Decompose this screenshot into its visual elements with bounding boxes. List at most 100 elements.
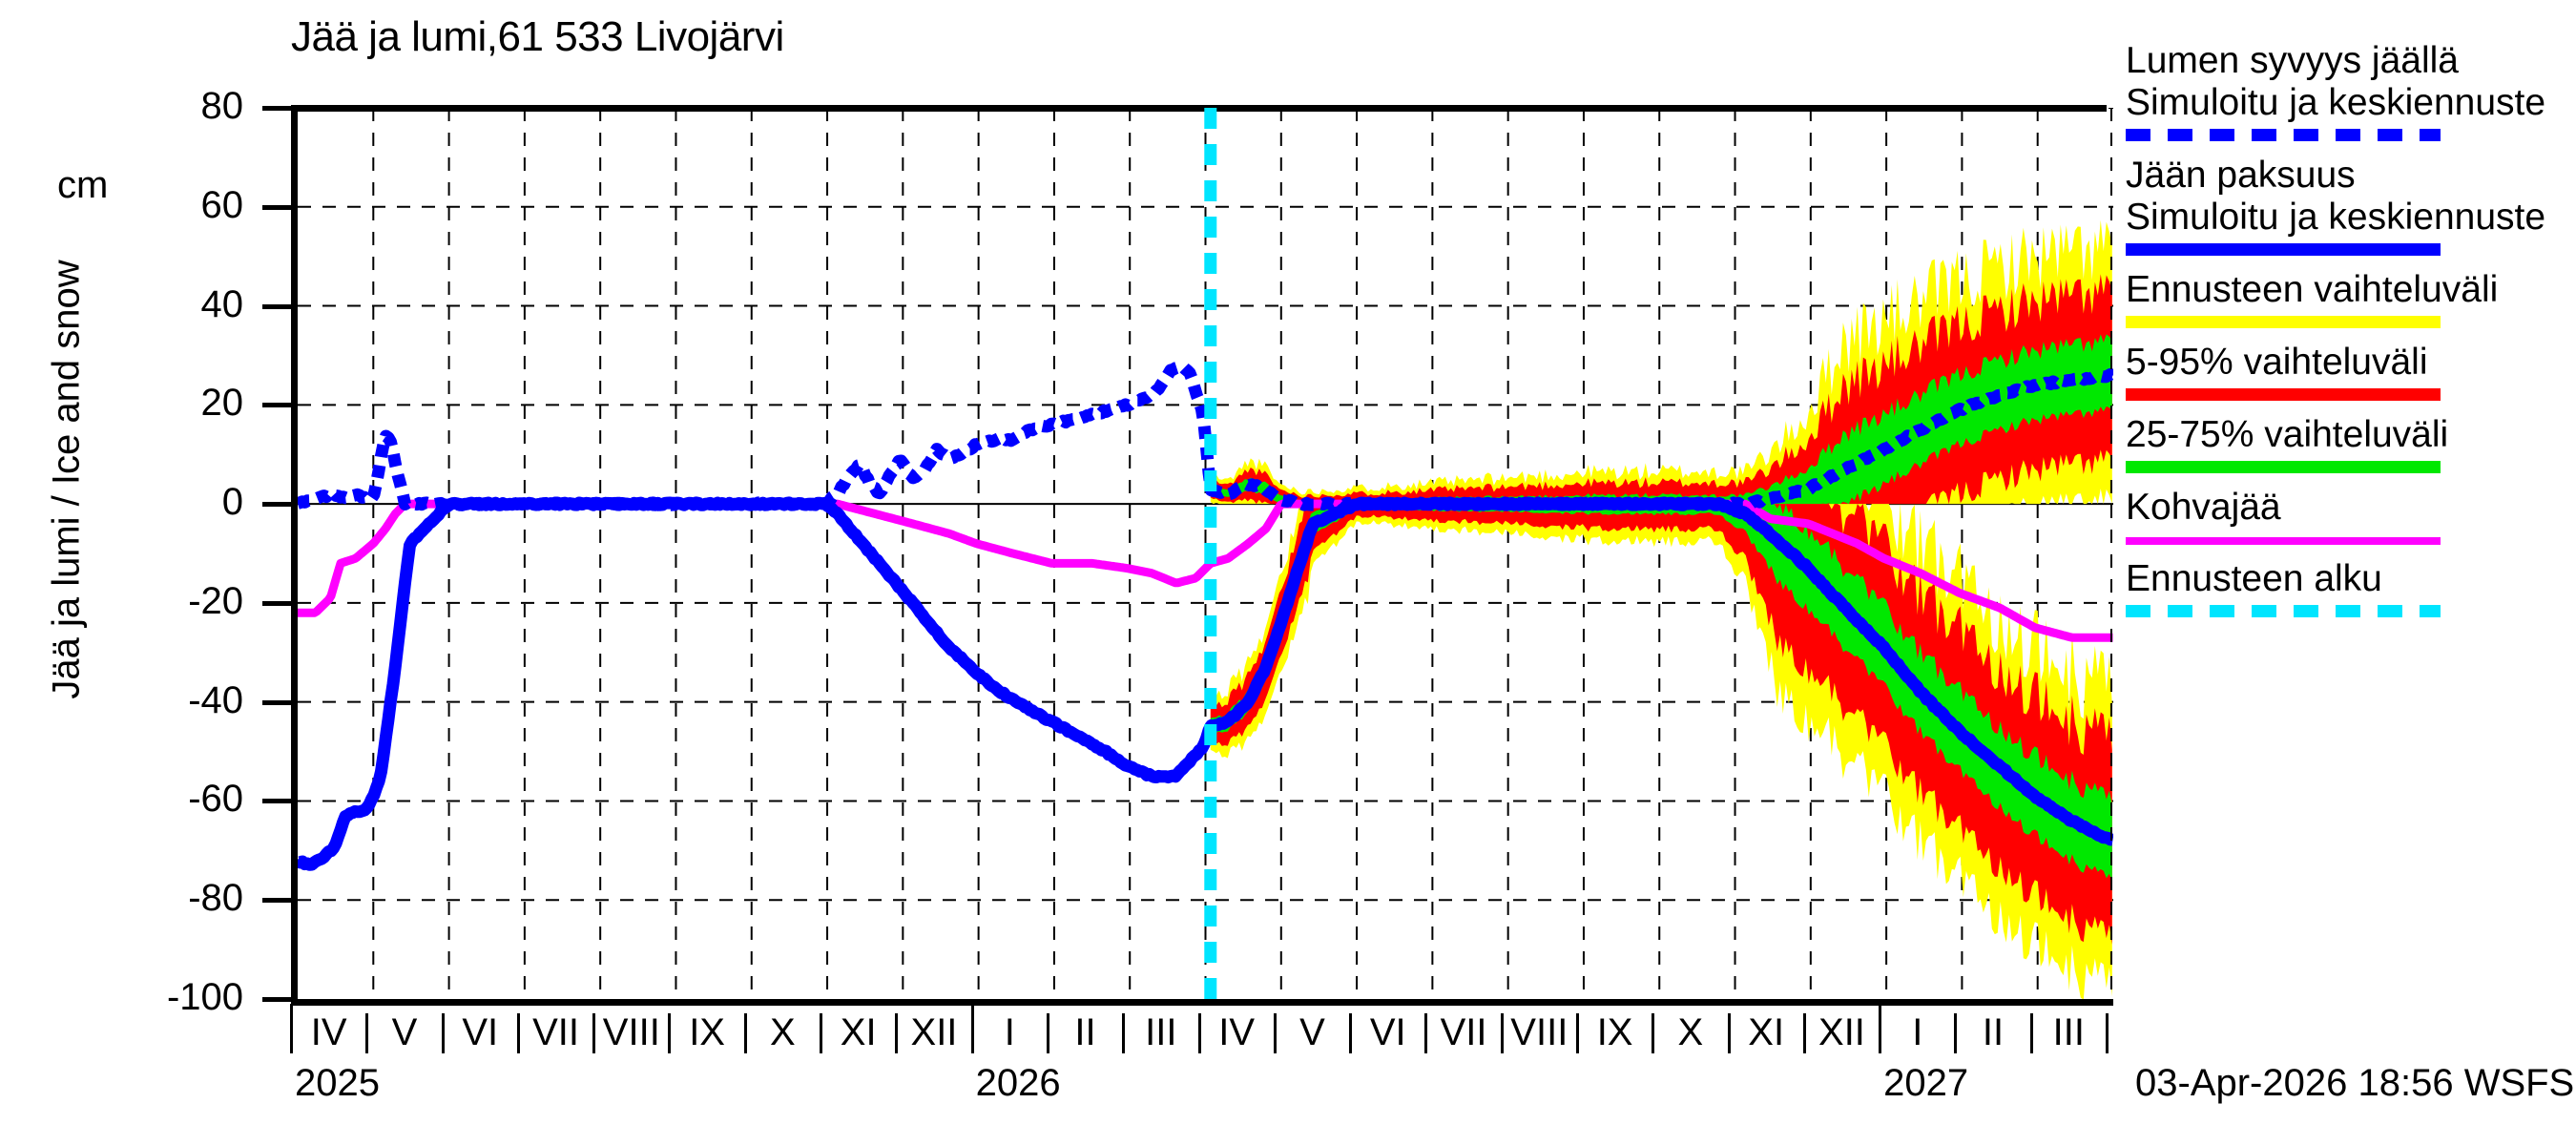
x-axis-separator [1500,1013,1504,1053]
legend-label: 25-75% vaihteluväli [2126,414,2449,455]
x-axis-month-label: II [1074,1011,1096,1053]
y-axis-tick-label: 40 [200,282,244,325]
legend-swatch [2126,461,2441,473]
x-axis-separator [1954,1013,1958,1053]
x-axis-month-label: XI [1748,1011,1785,1053]
legend-item-slush-ice[interactable]: Kohvajää [2126,487,2574,545]
y-axis-tick-label: -80 [188,877,243,920]
x-axis-month-label: IV [310,1011,347,1053]
x-axis-separator [820,1013,823,1053]
x-axis-month-label: X [770,1011,796,1053]
forecast-band [1210,334,2112,505]
y-axis-tick [262,403,291,408]
legend-swatch [2126,243,2441,256]
x-axis-month-label: VIII [1510,1011,1568,1053]
y-axis-tick-label: -100 [166,976,243,1018]
x-axis-separator [516,1013,520,1053]
y-axis-tick [262,303,291,309]
legend-label: Lumen syvyys jäällä [2126,40,2459,81]
y-axis-tick [262,699,291,705]
legend-item-snow-depth-on-ice[interactable]: Lumen syvyys jäällä Simuloitu ja keskienn… [2126,40,2574,141]
legend-item-range-5-95[interactable]: 5-95% vaihteluväli [2126,342,2574,401]
legend-sublabel: Simuloitu ja keskiennuste [2126,197,2546,238]
x-axis-month-label: XII [1818,1011,1865,1053]
y-axis-tick [262,799,291,804]
x-axis-month-label: II [1982,1011,2005,1053]
y-axis-tick-label: -20 [188,579,243,622]
timestamp-footer: 03-Apr-2026 18:56 WSFS-P [2135,1062,2576,1104]
x-axis-month-label: III [1145,1011,1177,1053]
x-axis-year-label: 2026 [975,1062,1061,1104]
x-axis-separator [1727,1013,1731,1053]
x-axis-separator [441,1013,445,1053]
x-axis-separator [2106,1013,2109,1053]
x-axis-month-label: VII [532,1011,579,1053]
y-axis-tick [262,502,291,508]
legend-label: Jään paksuus [2126,155,2356,196]
page-title: Jää ja lumi,61 533 Livojärvi [291,13,784,60]
x-axis-month-label: IX [1596,1011,1633,1053]
x-axis-separator [1652,1013,1655,1053]
x-axis-month-label: XI [840,1011,877,1053]
x-axis-separator [1197,1013,1201,1053]
x-axis-separator [1879,1004,1882,1053]
legend-item-forecast-start[interactable]: Ennusteen alku [2126,558,2574,617]
x-axis-month-label: IX [689,1011,725,1053]
x-axis-year-label: 2027 [1883,1062,1969,1104]
y-axis-tick [262,106,291,111]
x-axis-separator [743,1013,747,1053]
legend-item-forecast-range[interactable]: Ennusteen vaihteluväli [2126,269,2574,328]
legend-item-range-25-75[interactable]: 25-75% vaihteluväli [2126,414,2574,473]
x-axis-month-label: III [2052,1011,2086,1053]
y-axis-tick-label: 0 [221,481,243,524]
y-axis-tick-label: 20 [200,382,244,425]
x-axis-separator [1802,1013,1806,1053]
y-axis-tick [262,600,291,606]
x-axis-separator [668,1013,672,1053]
x-axis-year-label: 2025 [295,1062,380,1104]
y-axis-tick [262,997,291,1002]
x-axis-month-label: XII [910,1011,958,1053]
y-axis-tick [262,204,291,210]
legend-label: Ennusteen vaihteluväli [2126,269,2499,310]
chart-legend: Lumen syvyys jäällä Simuloitu ja keskienn… [2126,40,2574,631]
x-axis-month-label: VII [1440,1011,1487,1053]
legend-label: 5-95% vaihteluväli [2126,342,2428,383]
forecast-band [1210,504,2112,883]
legend-label: Ennusteen alku [2126,558,2382,599]
x-axis-month-label: VIII [602,1011,660,1053]
legend-swatch [2126,316,2441,328]
legend-sublabel: Simuloitu ja keskiennuste [2126,82,2546,123]
y-axis-tick-label: -60 [188,778,243,821]
x-axis-separator [1575,1013,1579,1053]
y-axis-title: Jää ja lumi / Ice and snow [45,260,88,699]
plot-area [291,108,2113,1006]
legend-swatch [2126,537,2441,545]
legend-swatch [2126,605,2441,617]
x-axis-month-label: X [1677,1011,1704,1053]
y-axis-tick [262,898,291,904]
y-axis-tick-label: 60 [200,183,244,226]
legend-swatch [2126,388,2441,401]
x-axis-separator [970,1004,974,1053]
legend-item-ice-thickness[interactable]: Jään paksuus Simuloitu ja keskiennuste [2126,155,2574,256]
x-axis-month-label: VI [462,1011,499,1053]
x-axis-separator [1349,1013,1353,1053]
x-axis-separator [2029,1013,2033,1053]
x-axis-month-label: I [1912,1011,1923,1053]
x-axis-separator [592,1013,596,1053]
x-axis-separator [365,1013,369,1053]
x-axis-separator [1046,1013,1049,1053]
x-axis-month-label: IV [1218,1011,1256,1053]
x-axis-month-label: V [1299,1011,1325,1053]
y-axis-tick-label: 80 [200,85,244,127]
y-axis-unit: cm [57,164,109,206]
legend-swatch [2126,129,2441,141]
x-axis-month-label: V [391,1011,418,1053]
x-axis-month-label: VI [1369,1011,1406,1053]
x-axis-separator [1273,1013,1277,1053]
plot-inner [298,108,2113,999]
x-axis-separator [1424,1013,1428,1053]
x-axis-month-label: I [1004,1011,1015,1053]
